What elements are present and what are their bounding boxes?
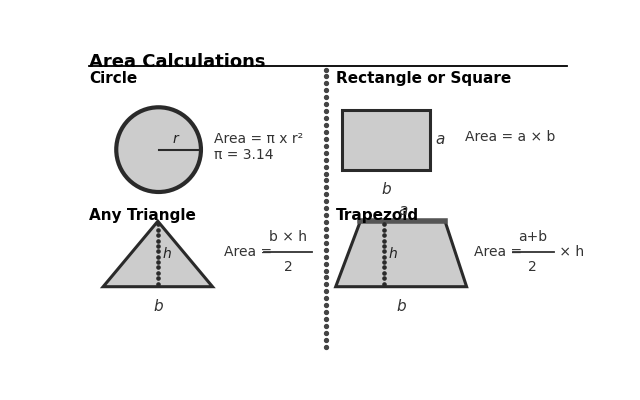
- Text: b: b: [396, 299, 406, 314]
- Text: a+b: a+b: [518, 230, 547, 244]
- Polygon shape: [103, 221, 212, 287]
- Text: 2: 2: [284, 260, 292, 274]
- Text: Area = π x r²: Area = π x r²: [214, 132, 303, 146]
- Text: π = 3.14: π = 3.14: [214, 148, 273, 162]
- Text: r: r: [172, 132, 178, 146]
- Text: a: a: [398, 203, 408, 218]
- Text: h: h: [389, 247, 397, 261]
- Text: 2: 2: [529, 260, 537, 274]
- Text: b: b: [381, 182, 391, 197]
- Text: × h: × h: [555, 245, 584, 259]
- Text: Rectangle or Square: Rectangle or Square: [336, 71, 511, 86]
- Text: Area Calculations: Area Calculations: [90, 53, 266, 71]
- Text: Area = a × b: Area = a × b: [465, 130, 556, 144]
- Text: Circle: Circle: [90, 71, 138, 86]
- Ellipse shape: [116, 107, 201, 192]
- Text: Any Triangle: Any Triangle: [90, 208, 196, 223]
- Text: b: b: [153, 299, 163, 314]
- Text: b × h: b × h: [269, 230, 307, 244]
- Text: Trapezoid: Trapezoid: [336, 208, 419, 223]
- Text: a: a: [436, 132, 445, 147]
- Bar: [342, 110, 431, 170]
- Text: h: h: [163, 247, 172, 261]
- Text: Area =: Area =: [474, 245, 527, 259]
- Polygon shape: [336, 221, 467, 287]
- Text: Area =: Area =: [224, 245, 276, 259]
